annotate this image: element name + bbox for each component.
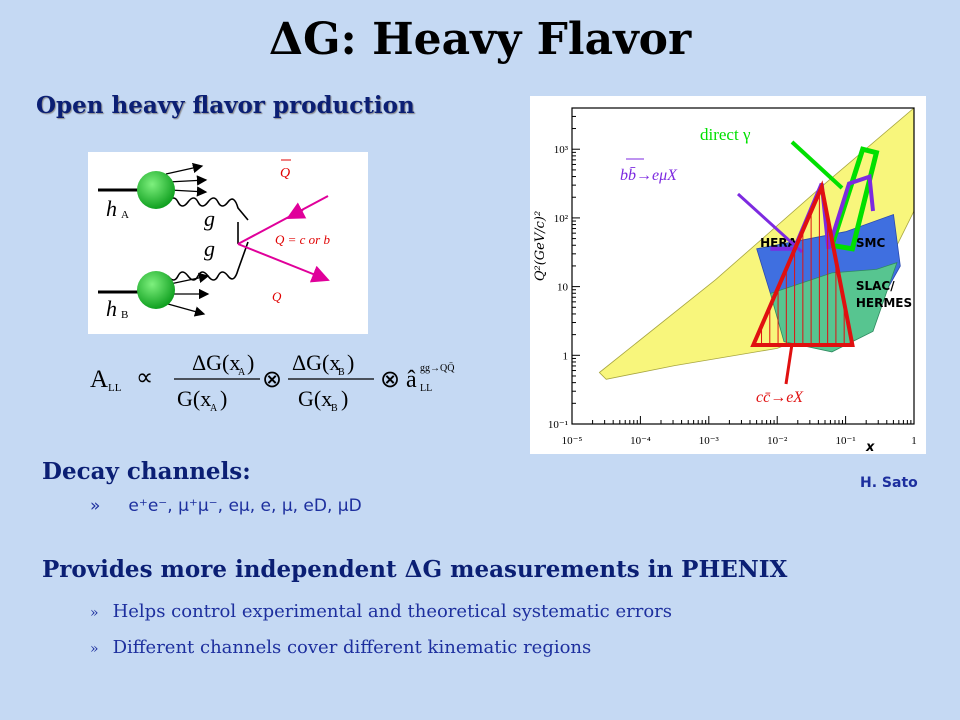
eq-den1-sub: A	[210, 403, 218, 413]
eq-den1: G(x	[177, 386, 211, 411]
decay-channels-list: » e⁺e⁻, μ⁺μ⁻, eμ, e, μ, eD, μD	[90, 496, 362, 516]
fragment-line	[167, 303, 206, 317]
y-tick-label: 10³	[554, 144, 569, 156]
decay-channels-text: e⁺e⁻, μ⁺μ⁻, eμ, e, μ, eD, μD	[128, 496, 362, 516]
bullet-marker: »	[90, 605, 99, 621]
cc-pointer	[784, 343, 794, 385]
bb-channel-label: bb̄→eμX	[620, 167, 678, 184]
fragment-line	[165, 162, 204, 175]
provides-heading: Provides more independent ΔG measurement…	[42, 556, 788, 583]
provides-item-2-text: Different channels cover different kinem…	[112, 637, 592, 658]
label-q: Q	[272, 289, 282, 304]
antiquark-line	[237, 195, 329, 245]
label-hb-sub: B	[121, 309, 128, 321]
x-tick-label: 10⁻⁴	[630, 435, 651, 447]
label-q-equation: Q = c or b	[275, 232, 330, 247]
antiquark-arrow	[286, 202, 307, 219]
eq-num2: ΔG(x	[292, 350, 340, 375]
provides-item-2: » Different channels cover different kine…	[90, 637, 591, 658]
eq-ahat-sup: gg→QQ̄	[420, 362, 455, 374]
y-axis-label: Q²(GeV/c)²	[533, 211, 548, 281]
eq-num2-end: )	[347, 350, 354, 375]
kinematic-plot-svg: 10⁻⁵ 10⁻⁴ 10⁻³ 10⁻² 10⁻¹ 1 10⁻¹ 1 10 10² 10³ Q²(GeV…	[533, 107, 917, 455]
label-gluon-1: g	[204, 206, 215, 231]
bb-pointer	[736, 192, 804, 254]
direct-photon-label: direct γ	[700, 125, 751, 144]
x-tick-label: 10⁻³	[699, 435, 720, 447]
eq-den2: G(x	[298, 386, 332, 411]
eq-ahat-sub: LL	[420, 383, 432, 394]
hadron-a-ball	[137, 171, 175, 209]
eq-num1-end: )	[247, 350, 254, 375]
eq-proportional: ∝	[136, 365, 153, 391]
eq-den2-sub: B	[331, 403, 338, 413]
provides-item-1-text: Helps control experimental and theoretic…	[112, 601, 673, 622]
eq-num1-sub: A	[238, 367, 246, 378]
figure-credit: H. Sato	[860, 475, 918, 491]
cc-channel-label: cc̄→eX	[756, 389, 804, 406]
eq-num1: ΔG(x	[192, 350, 240, 375]
feynman-diagram-svg: h A h B g g Q Q = c or b Q	[98, 159, 330, 321]
label-hb: h	[106, 296, 117, 321]
y-tick-label: 10²	[554, 213, 569, 225]
decay-channels-heading: Decay channels:	[42, 458, 251, 485]
region-label: HERMES	[856, 296, 912, 310]
quark-line	[237, 243, 330, 283]
label-gluon-2: g	[204, 236, 215, 261]
slide-title: ΔG: Heavy Flavor	[268, 14, 692, 65]
eq-asymmetry: A	[90, 366, 108, 393]
equation-svg: A LL ∝ ΔG(x A ) G(x A ) ⊗ ΔG(x B ) G(x B…	[90, 350, 455, 414]
slide-subtitle: Open heavy flavor production	[36, 92, 415, 119]
x-tick-label: 10⁻²	[767, 435, 788, 447]
gluon-a-line	[167, 197, 249, 221]
fragment-line	[167, 175, 208, 186]
region-label: SMC	[856, 236, 886, 250]
bullet-marker: »	[90, 496, 101, 516]
eq-num2-sub: B	[338, 367, 345, 378]
direct-photon-pointer	[790, 140, 844, 190]
fragment-line	[169, 186, 208, 197]
label-ha: h	[106, 196, 117, 221]
eq-ahat: â	[406, 367, 417, 393]
y-tick-label: 10⁻¹	[548, 419, 568, 431]
fragment-line	[169, 272, 210, 285]
x-tick-label: 10⁻⁵	[562, 435, 583, 447]
eq-den1-end: )	[220, 386, 227, 411]
x-tick-label: 10⁻¹	[836, 435, 856, 447]
hadron-b-ball	[137, 271, 175, 309]
asymmetry-equation: A LL ∝ ΔG(x A ) G(x A ) ⊗ ΔG(x B ) G(x B…	[84, 343, 484, 414]
x-tick-label: 1	[911, 435, 917, 447]
eq-asymmetry-sub: LL	[108, 382, 122, 394]
provides-item-1: » Helps control experimental and theoreti…	[90, 601, 672, 622]
x-axis-label: x	[865, 440, 875, 454]
label-qbar: Q	[280, 166, 290, 181]
y-tick-label: 10	[557, 282, 569, 294]
y-tick-label: 1	[563, 350, 569, 362]
eq-den2-end: )	[341, 386, 348, 411]
gluon-b-line	[167, 241, 249, 281]
kinematic-coverage-plot: 10⁻⁵ 10⁻⁴ 10⁻³ 10⁻² 10⁻¹ 1 10⁻¹ 1 10 10² 10³ Q²(GeV…	[530, 96, 926, 455]
eq-otimes-2: ⊗	[380, 367, 400, 393]
feynman-diagram: h A h B g g Q Q = c or b Q	[88, 152, 368, 334]
label-ha-sub: A	[121, 209, 129, 221]
bullet-marker: »	[90, 641, 99, 657]
eq-otimes-1: ⊗	[262, 367, 282, 393]
region-label: SLAC/	[856, 279, 895, 293]
